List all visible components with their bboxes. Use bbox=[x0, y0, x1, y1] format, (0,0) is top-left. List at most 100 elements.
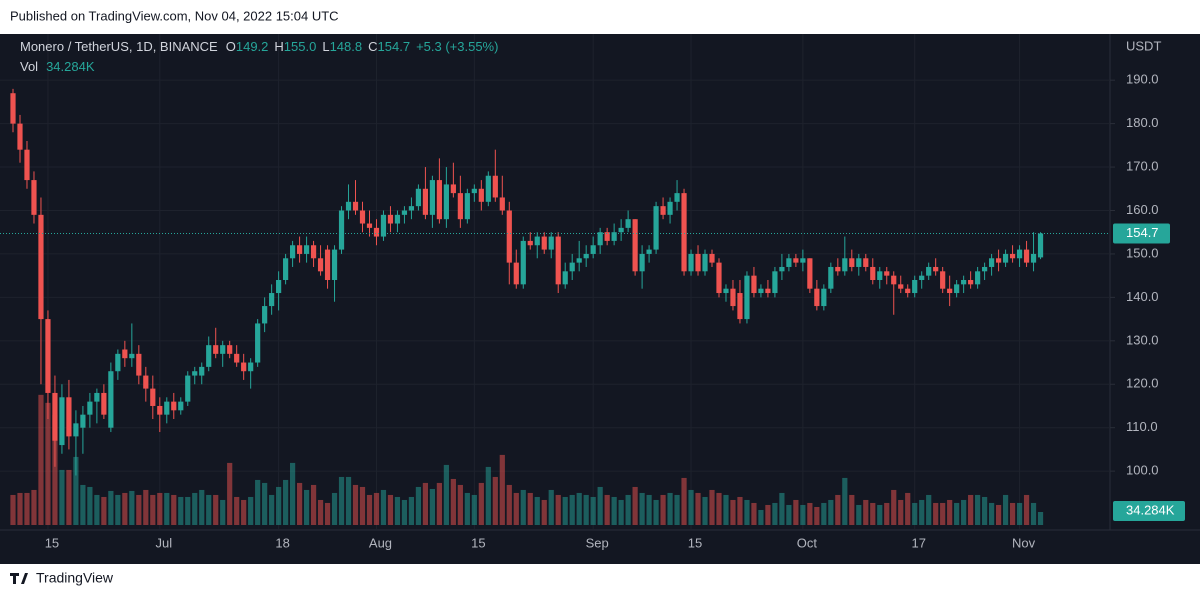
volume-bar bbox=[807, 502, 813, 525]
candle-body bbox=[143, 375, 149, 389]
last-price-tag bbox=[1113, 223, 1170, 244]
volume-bar bbox=[143, 489, 149, 525]
candle-body bbox=[269, 293, 275, 307]
volume-bar bbox=[45, 402, 51, 525]
volume-bar bbox=[730, 499, 736, 525]
volume-bar bbox=[527, 492, 533, 525]
candle-body bbox=[961, 280, 967, 285]
volume-bar bbox=[269, 494, 275, 525]
volume-bar bbox=[940, 502, 946, 525]
candle-body bbox=[206, 345, 212, 367]
candle-body bbox=[702, 253, 708, 272]
volume-bar bbox=[471, 494, 477, 525]
volume-bar bbox=[814, 506, 820, 525]
volume-bar bbox=[303, 489, 310, 525]
x-tick-label: 17 bbox=[911, 535, 925, 550]
volume-bar bbox=[744, 499, 750, 525]
candle-body bbox=[947, 288, 953, 294]
volume-bar bbox=[317, 499, 324, 525]
candle-body bbox=[87, 401, 93, 415]
volume-bar bbox=[884, 502, 890, 525]
candle-body bbox=[192, 371, 198, 376]
candle-body bbox=[283, 258, 289, 280]
candle-body bbox=[387, 214, 394, 224]
candle-body bbox=[1037, 233, 1044, 258]
volume-bar bbox=[87, 486, 93, 525]
candle-body bbox=[674, 193, 680, 202]
legend-value: 148.8 bbox=[330, 39, 363, 54]
volume-bar bbox=[450, 478, 456, 525]
volume-bar bbox=[821, 502, 827, 525]
candle-body bbox=[919, 275, 925, 280]
volume-bar bbox=[737, 496, 743, 525]
candle-body bbox=[982, 266, 988, 272]
volume-bar bbox=[513, 492, 519, 525]
volume-bar bbox=[695, 492, 701, 525]
candle-body bbox=[786, 258, 792, 267]
candle-body bbox=[1023, 249, 1030, 263]
candle-body bbox=[450, 184, 456, 194]
y-tick-label: 160.0 bbox=[1126, 202, 1159, 217]
volume-bar bbox=[262, 482, 268, 525]
candle-body bbox=[856, 258, 862, 267]
candle-body bbox=[290, 245, 296, 259]
volume-bar bbox=[947, 499, 953, 525]
candle-body bbox=[688, 253, 694, 272]
volume-bar bbox=[331, 492, 338, 525]
volume-bar bbox=[283, 479, 289, 525]
candle-body bbox=[220, 345, 226, 354]
y-tick-label: 110.0 bbox=[1126, 419, 1158, 434]
candle-body bbox=[157, 405, 163, 415]
legend-key: C bbox=[368, 39, 377, 54]
volume-bar bbox=[443, 464, 449, 525]
volume-bar bbox=[828, 499, 834, 525]
volume-bar bbox=[408, 496, 415, 525]
candle-body bbox=[164, 401, 170, 415]
candle-body bbox=[31, 180, 37, 215]
volume-bar bbox=[534, 496, 540, 525]
candle-body bbox=[262, 306, 268, 324]
volume-bar bbox=[912, 502, 918, 525]
candle-body bbox=[583, 253, 589, 259]
volume-bar bbox=[38, 394, 44, 525]
candle-body bbox=[660, 206, 666, 215]
volume-bar bbox=[604, 494, 610, 525]
candle-body bbox=[681, 193, 687, 272]
last-volume-label: 34.284K bbox=[1126, 502, 1175, 517]
volume-bar bbox=[506, 484, 512, 525]
x-tick-label: Oct bbox=[797, 535, 818, 550]
volume-bar bbox=[618, 499, 624, 525]
volume-bar bbox=[485, 466, 491, 525]
volume-bar bbox=[185, 496, 191, 525]
legend-value: 155.0 bbox=[284, 39, 317, 54]
candle-body bbox=[590, 245, 596, 254]
candle-body bbox=[185, 375, 191, 402]
volume-bar bbox=[115, 494, 121, 525]
candle-body bbox=[310, 245, 317, 259]
y-tick-label: 180.0 bbox=[1126, 115, 1159, 130]
candle-body bbox=[485, 175, 491, 202]
volume-legend: Vol 34.284K bbox=[20, 59, 95, 74]
candle-body bbox=[122, 349, 128, 359]
candle-body bbox=[716, 262, 722, 294]
candle-body bbox=[66, 397, 72, 437]
candle-body bbox=[101, 392, 107, 415]
candle-body bbox=[653, 206, 659, 250]
volume-bar bbox=[80, 484, 86, 525]
candle-body bbox=[912, 280, 918, 294]
candle-body bbox=[178, 401, 184, 411]
volume-bar bbox=[1009, 502, 1016, 525]
candle-body bbox=[199, 366, 205, 376]
volume-bar bbox=[66, 469, 72, 525]
volume-bar bbox=[1030, 502, 1037, 525]
volume-bar bbox=[919, 499, 925, 525]
volume-bar bbox=[10, 494, 16, 525]
candle-body bbox=[667, 201, 673, 215]
volume-bar bbox=[206, 494, 212, 525]
candle-body bbox=[877, 271, 883, 280]
volume-bar bbox=[1002, 494, 1009, 525]
candle-body bbox=[1002, 253, 1009, 263]
candle-body bbox=[758, 288, 764, 294]
candle-body bbox=[940, 271, 946, 289]
volume-bar bbox=[975, 494, 981, 525]
